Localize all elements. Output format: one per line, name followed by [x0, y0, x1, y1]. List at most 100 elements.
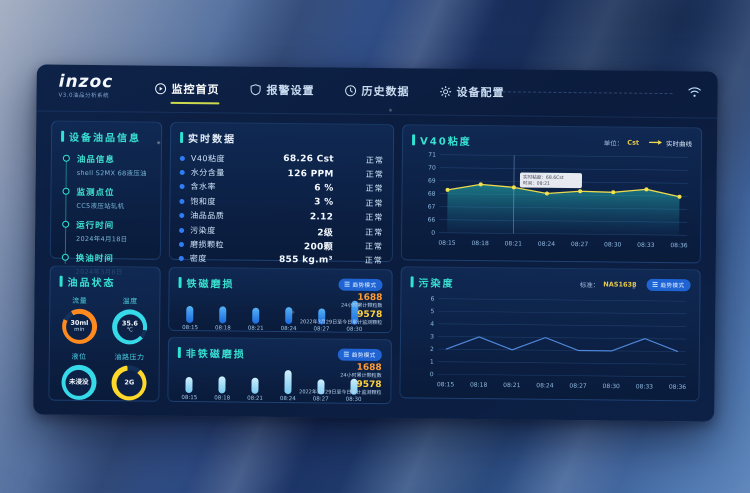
title-accent-bar — [180, 131, 184, 143]
legend-label: 实时曲线 — [666, 139, 693, 148]
svg-text:08:15: 08:15 — [438, 240, 456, 247]
panel-header: 实时数据 — [180, 130, 384, 147]
panel-viscosity-chart: V40粘度 单位： Cst 实时曲线 71 70 69 68 67 66 0 实时粘度：68.6… — [400, 124, 703, 264]
gauge-grid: 流量 30ml min 温度 35.6 ℃ 液位 未浸没 油路压力 2G — [58, 296, 150, 401]
title-accent-bar — [410, 276, 414, 288]
panel-realtime-data: 实时数据 V40粘度 68.26 Cst 正常 水分含量 126 PPM 正常 含水率 6… — [168, 121, 395, 265]
svg-text:实时粘度：68.6Cst: 实时粘度：68.6Cst — [523, 174, 564, 181]
nav-item-monitor-home[interactable]: 监控首页 — [155, 81, 220, 98]
dashboard: inzoc V3.0油品分析系统 监控首页 报警设置 历史数据 设备配置 — [33, 64, 718, 422]
bar-x-label: 08:18 — [214, 325, 231, 332]
svg-text:70: 70 — [428, 165, 436, 172]
status-badge: 正常 — [365, 198, 384, 208]
svg-text:时间：08:21: 时间：08:21 — [523, 180, 550, 187]
gauge-flow: 流量 30ml min — [61, 296, 98, 345]
play-circle-icon — [155, 83, 167, 95]
status-badge: 正常 — [365, 155, 384, 165]
bar-column: 08:24 — [280, 370, 296, 402]
wifi-icon[interactable] — [688, 86, 702, 98]
panel-header: 油品状态 — [59, 274, 151, 290]
bar-column: 08:24 — [281, 307, 297, 332]
bar — [251, 377, 259, 394]
mode-icon — [652, 281, 658, 287]
nav-item-alarm-settings[interactable]: 报警设置 — [250, 82, 315, 99]
main-nav: 监控首页 报警设置 历史数据 设备配置 — [154, 66, 505, 116]
metric-value: 855 kg.m³ — [278, 254, 333, 266]
gauge-label: 温度 — [122, 297, 138, 306]
gauge-temperature: 温度 35.6 ℃ — [112, 296, 148, 345]
mode-icon — [344, 281, 350, 287]
gauge-ring-icon: 35.6 ℃ — [112, 309, 148, 345]
nav-label: 报警设置 — [266, 83, 315, 98]
bar-column: 08:21 — [248, 307, 264, 332]
header-divider-dashes — [477, 91, 673, 95]
panel-ferromagnetic-wear: 铁磁磨损 趋势模式 08:15 08:18 08:21 08:24 08:27 08:30… — [168, 266, 393, 334]
bar-x-label: 08:15 — [181, 394, 198, 402]
top-bar: inzoc V3.0油品分析系统 监控首页 报警设置 历史数据 设备配置 — [36, 64, 718, 119]
bullet-icon — [178, 241, 184, 248]
metric-label: 含水率 — [190, 182, 217, 192]
svg-text:0: 0 — [430, 371, 434, 378]
bar — [284, 370, 292, 395]
svg-text:3: 3 — [430, 333, 434, 340]
panel-header: 铁磁磨损 趋势模式 — [178, 275, 383, 292]
svg-text:69: 69 — [428, 178, 436, 185]
status-badge: 正常 — [365, 213, 384, 223]
status-badge: 正常 — [365, 227, 384, 237]
badge-label: 趋势模式 — [660, 282, 685, 289]
gauge-ring-icon: 2G — [111, 365, 147, 401]
list-item: 监测点位 CC5液压站轧机 — [62, 186, 151, 211]
table-row: 密度 855 kg.m³ 正常 — [178, 252, 383, 269]
svg-text:08:30: 08:30 — [603, 383, 621, 390]
nav-item-history-data[interactable]: 历史数据 — [345, 83, 410, 100]
bar-x-label: 08:18 — [214, 395, 231, 402]
contamination-line-chart: 6 5 4 3 2 1 008:15 08:18 08:21 08:24 08:27 08:30 08:… — [430, 296, 687, 391]
metric-value: 68.26 Cst — [283, 154, 334, 165]
mode-badge[interactable]: 趋势模式 — [646, 278, 691, 291]
brand-block: inzoc V3.0油品分析系统 — [58, 72, 113, 100]
device-info-timeline: 油品信息 shell S2MX 68液压油 监测点位 CC5液压站轧机 运行时间… — [61, 153, 152, 277]
title-accent-bar — [177, 346, 181, 358]
realtime-rows: V40粘度 68.26 Cst 正常 水分含量 126 PPM 正常 含水率 6 % 正常 … — [178, 151, 384, 269]
bar-x-label: 08:21 — [247, 395, 263, 402]
svg-text:0: 0 — [431, 230, 435, 237]
metric-label: 磨损颗粒 — [189, 240, 225, 250]
badge-label: 趋势模式 — [352, 282, 377, 289]
badge-label: 趋势模式 — [351, 352, 376, 359]
svg-text:68: 68 — [428, 191, 436, 198]
bar — [218, 376, 226, 394]
nav-item-device-config[interactable]: 设备配置 — [440, 84, 505, 101]
status-badge: 正常 — [364, 256, 383, 266]
metric-value: 6 % — [314, 183, 334, 194]
title-accent-bar — [59, 275, 63, 287]
bar-column: 08:18 — [214, 376, 230, 401]
nav-label: 历史数据 — [361, 84, 410, 99]
clock-icon — [345, 85, 357, 97]
panel-title: 污染度 — [418, 278, 455, 290]
legend-line-icon — [649, 140, 663, 145]
svg-text:6: 6 — [431, 296, 435, 303]
bar — [186, 306, 194, 324]
title-accent-bar — [412, 134, 416, 146]
bar — [185, 377, 194, 394]
bar-x-label: 08:24 — [280, 326, 297, 333]
timeline-dot-icon — [62, 220, 70, 228]
panel-contamination-chart: 污染度 标准： NAS1638 趋势模式 6 5 4 3 2 1 0 08:15 08:18 08:… — [399, 266, 701, 402]
svg-text:08:21: 08:21 — [505, 240, 523, 247]
bar-column: 08:15 — [182, 306, 198, 331]
wear-chart-body: 08:15 08:18 08:21 08:24 08:27 08:30 1688 24小时… — [177, 363, 381, 403]
svg-text:1: 1 — [430, 359, 434, 366]
status-badge: 正常 — [365, 184, 384, 194]
wear-chart-body: 08:15 08:18 08:21 08:24 08:27 08:30 1688 24小时… — [178, 293, 382, 333]
svg-text:08:18: 08:18 — [470, 382, 488, 389]
gauge-unit: min — [74, 326, 85, 333]
bar-x-label: 08:30 — [345, 396, 362, 403]
mode-badge[interactable]: 趋势模式 — [337, 348, 382, 361]
svg-text:08:27: 08:27 — [569, 383, 587, 390]
timeline-dot-icon — [62, 154, 70, 162]
gear-icon — [440, 86, 452, 98]
list-item: 运行时间 2024年4月18日 — [62, 219, 151, 244]
stat-label: 2022年3月29日至今日累计监测颗粒 — [299, 389, 382, 397]
mode-badge[interactable]: 趋势模式 — [338, 278, 383, 291]
